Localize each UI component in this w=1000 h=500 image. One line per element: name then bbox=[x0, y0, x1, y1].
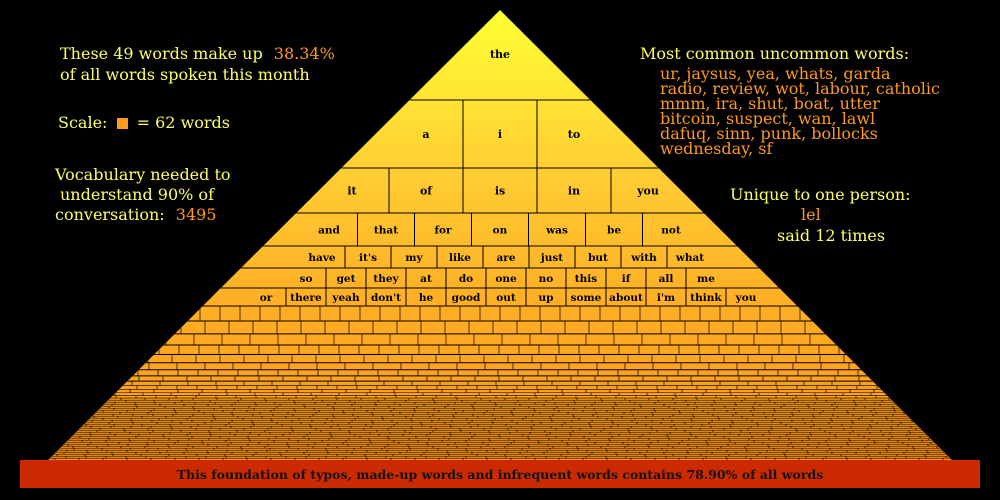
uncommon-title: Most common uncommon words: bbox=[640, 44, 910, 63]
pyramid-word: it's bbox=[359, 252, 377, 264]
pyramid-word: there bbox=[290, 292, 322, 304]
pyramid-word: don't bbox=[371, 292, 401, 304]
pyramid-word: a bbox=[422, 128, 429, 141]
pyramid-word: so bbox=[300, 273, 313, 285]
pyramid-word: you bbox=[735, 292, 757, 304]
pyramid-word: be bbox=[607, 225, 621, 237]
uncommon-line: mmm, ira, shut, boat, utter bbox=[660, 94, 880, 113]
pyramid-word: about bbox=[609, 292, 643, 304]
uncommon-line: bitcoin, suspect, wan, lawl bbox=[660, 109, 876, 128]
vocab-label: conversation: bbox=[55, 205, 165, 224]
pyramid-word: my bbox=[405, 252, 423, 264]
uncommon-list: ur, jaysus, yea, whats, garda radio, rev… bbox=[660, 64, 940, 158]
pyramid-word: they bbox=[373, 273, 399, 285]
headline-percentage: 38.34% bbox=[273, 44, 335, 63]
pyramid-word: good bbox=[452, 292, 481, 304]
pyramid-word: to bbox=[568, 128, 580, 141]
vocab-value: 3495 bbox=[175, 205, 217, 224]
vocab-line1: Vocabulary needed to bbox=[55, 165, 231, 184]
pyramid-word: i bbox=[498, 128, 502, 141]
pyramid-word: are bbox=[496, 252, 515, 264]
pyramid-word: at bbox=[420, 273, 432, 285]
pyramid-word: like bbox=[449, 252, 471, 264]
pyramid-word: some bbox=[571, 292, 602, 304]
vocab-line2: understand 90% of bbox=[60, 185, 214, 204]
pyramid-word: and bbox=[318, 225, 340, 237]
pyramid-word: get bbox=[337, 273, 356, 285]
pyramid-word: up bbox=[539, 292, 554, 304]
uncommon-line: radio, review, wot, labour, catholic bbox=[660, 79, 940, 98]
pyramid-word: out bbox=[496, 292, 516, 304]
pyramid-word: i'm bbox=[657, 292, 675, 304]
pyramid-word: me bbox=[697, 273, 715, 285]
pyramid-word: he bbox=[419, 292, 434, 304]
pyramid-word: the bbox=[490, 48, 510, 61]
pyramid-word: think bbox=[690, 292, 722, 304]
headline-line1: These 49 words make up 38.34% bbox=[60, 44, 335, 63]
pyramid-word: one bbox=[495, 273, 517, 285]
pyramid-word: have bbox=[308, 252, 336, 264]
pyramid-word: is bbox=[495, 185, 505, 198]
pyramid-word: this bbox=[575, 273, 597, 285]
pyramid-word: with bbox=[630, 252, 657, 264]
pyramid-word: not bbox=[661, 225, 681, 237]
pyramid-body bbox=[20, 10, 980, 488]
unique-count: said 12 times bbox=[777, 226, 886, 245]
pyramid-word: in bbox=[568, 185, 580, 198]
pyramid-word-rows: the a i to it of is in you and that for on was be not ha… bbox=[202, 48, 798, 307]
pyramid-word: you bbox=[636, 185, 659, 198]
pyramid-word: just bbox=[540, 252, 563, 264]
pyramid-word: of bbox=[420, 185, 433, 198]
scale-legend: Scale: = 62 words bbox=[58, 113, 230, 132]
pyramid-word: if bbox=[622, 273, 632, 285]
pyramid-word: on bbox=[493, 225, 508, 237]
vocab-line3: conversation: 3495 bbox=[55, 205, 217, 224]
pyramid-word: it bbox=[347, 185, 357, 198]
pyramid-word: but bbox=[588, 252, 608, 264]
pyramid-word: what bbox=[675, 252, 704, 264]
pyramid-word: or bbox=[260, 292, 273, 304]
unique-title: Unique to one person: bbox=[730, 185, 911, 204]
uncommon-line: ur, jaysus, yea, whats, garda bbox=[660, 64, 891, 83]
pyramid-word: do bbox=[459, 273, 473, 285]
pyramid-word: yeah bbox=[331, 292, 360, 304]
unique-word: lel bbox=[801, 205, 821, 224]
headline-text: These 49 words make up bbox=[60, 44, 263, 63]
scale-label: Scale: bbox=[58, 113, 108, 132]
pyramid-foundation bbox=[20, 460, 980, 488]
uncommon-line: wednesday, sf bbox=[660, 139, 773, 158]
headline-line2: of all words spoken this month bbox=[60, 65, 310, 84]
pyramid-word: was bbox=[545, 225, 568, 237]
pyramid-word: no bbox=[539, 273, 554, 285]
pyramid-word: all bbox=[659, 273, 674, 285]
pyramid-word: that bbox=[374, 225, 398, 237]
scale-value: = 62 words bbox=[136, 113, 230, 132]
foundation-text: This foundation of typos, made-up words … bbox=[177, 467, 824, 482]
scale-square-icon bbox=[116, 118, 128, 129]
uncommon-line: dafuq, sinn, punk, bollocks bbox=[660, 124, 878, 143]
pyramid-word: for bbox=[434, 225, 452, 237]
